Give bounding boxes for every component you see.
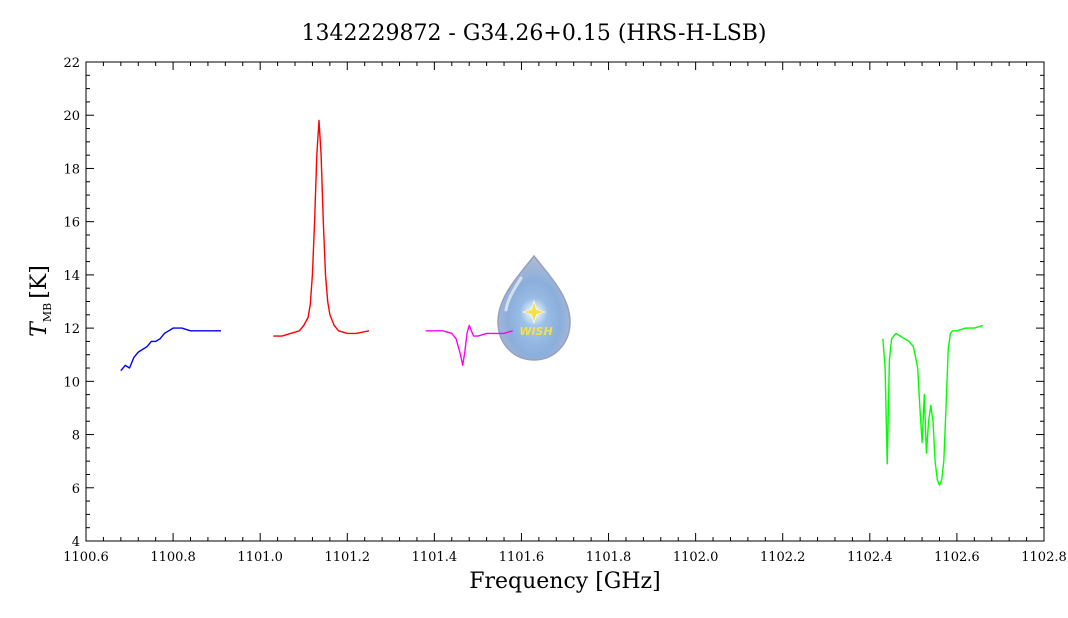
wish-logo: WISH [497,254,571,361]
series-line-1 [120,327,221,372]
x-tick-label: 1100.6 [63,550,109,565]
x-tick-label: 1101.8 [586,550,632,565]
x-axis-ticks: 1100.6 1100.8 1101.0 1101.2 1101.4 1101.6 1101… [63,62,1067,565]
x-tick-label: 1102.2 [760,550,806,565]
y-tick-label: 18 [63,162,80,177]
x-tick-label: 1101.2 [325,550,371,565]
y-tick-label: 4 [72,535,80,550]
x-tick-label: 1100.8 [150,550,196,565]
y-axis-ticks: 4 6 8 10 12 14 16 18 20 22 [63,56,1044,550]
y-tick-label: 22 [63,56,80,71]
series-layer [120,119,984,486]
x-tick-label: 1102.4 [847,550,893,565]
y-axis-label-subscript: MB [41,303,54,322]
y-tick-label: 12 [63,322,80,337]
x-tick-label: 1101.6 [499,550,545,565]
x-tick-label: 1102.6 [934,550,980,565]
water-drop-star-icon [497,254,571,361]
y-tick-label: 20 [63,109,80,124]
x-tick-label: 1101.0 [237,550,283,565]
x-axis-label: Frequency [GHz] [469,569,661,594]
y-axis-label: TMB [K] [27,265,54,337]
y-axis-label-symbol: T [27,320,52,337]
y-tick-label: 6 [72,482,80,497]
y-tick-label: 10 [63,375,80,390]
x-tick-label: 1102.0 [673,550,719,565]
y-axis-label-unit: [K] [27,265,52,299]
y-tick-label: 8 [72,429,80,444]
series-line-4 [882,324,984,486]
y-tick-label: 14 [63,269,80,284]
x-tick-label: 1101.4 [412,550,458,565]
y-tick-label: 16 [63,216,80,231]
logo-text: WISH [519,325,552,338]
series-line-2 [273,119,370,337]
chart-title: 1342229872 - G34.26+0.15 (HRS-H-LSB) [301,21,766,46]
x-tick-label: 1102.8 [1021,550,1067,565]
series-line-3 [425,324,513,367]
